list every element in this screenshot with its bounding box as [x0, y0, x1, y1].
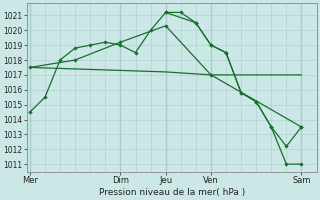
- X-axis label: Pression niveau de la mer( hPa ): Pression niveau de la mer( hPa ): [99, 188, 245, 197]
